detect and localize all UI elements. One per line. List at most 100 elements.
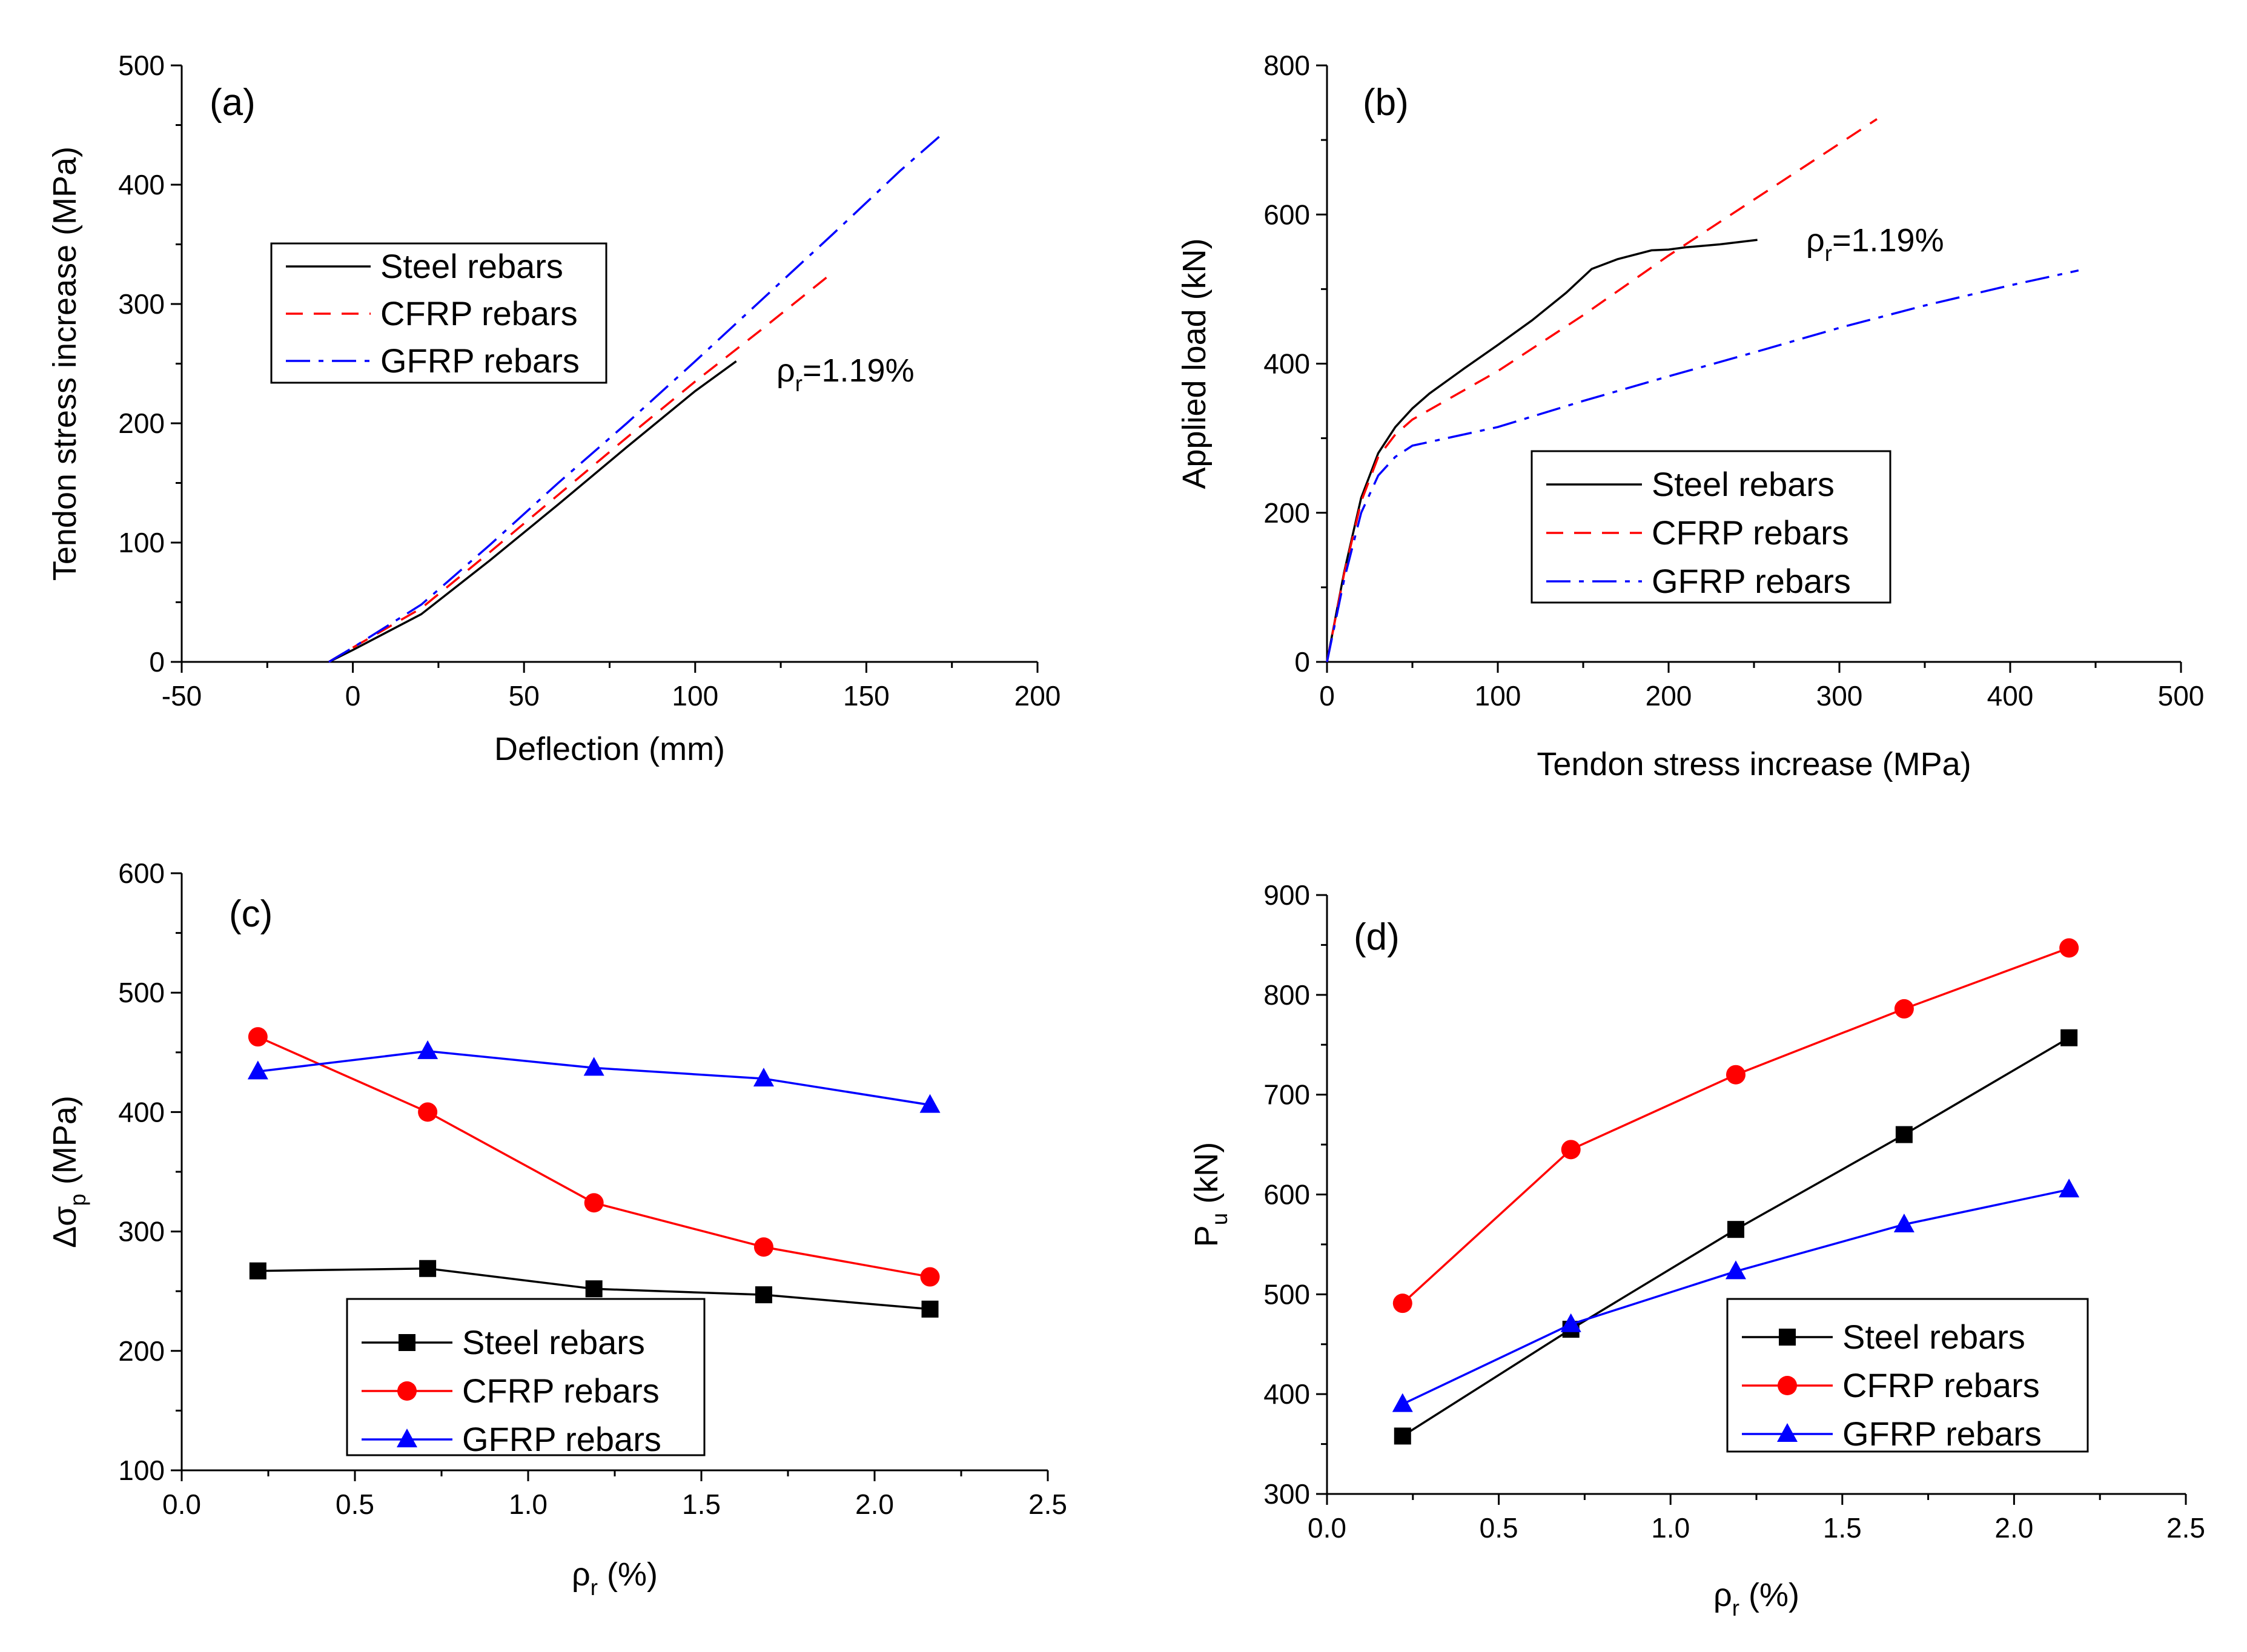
x-tick-label: 50 — [509, 680, 540, 712]
x-tick-label: 2.0 — [1994, 1512, 2033, 1544]
y-tick-label: 600 — [1263, 1179, 1310, 1211]
y-axis-label-sub: p — [65, 1194, 90, 1206]
y-tick-label: 0 — [1294, 646, 1310, 678]
rho-annotation: ρr=1.19% — [776, 352, 915, 396]
y-axis-label-sub: u — [1207, 1213, 1232, 1225]
legend-entry: GFRP rebars — [380, 342, 580, 380]
panel-c: 0.0 0.5 1.0 1.5 2.0 2.5 100 200 300 400 500 600 ρr (… — [47, 857, 1067, 1600]
legend-entry: Steel rebars — [380, 247, 563, 285]
rho-annotation: ρr=1.19% — [1806, 222, 1944, 266]
x-tick-label: 1.5 — [1823, 1512, 1862, 1544]
y-tick-label: 500 — [1263, 1278, 1310, 1310]
y-axis-label: Pu (kN) — [1188, 1142, 1232, 1247]
y-tick-label: 800 — [1263, 979, 1310, 1011]
series-cfrp-point — [1726, 1065, 1746, 1085]
panel-d: 0.0 0.5 1.0 1.5 2.0 2.5 300 400 500 600 700 800 900 ρ… — [1188, 879, 2205, 1621]
x-tick-label: 0.0 — [1308, 1512, 1346, 1544]
series-gfrp-point — [583, 1057, 604, 1076]
rho-annotation-rest: =1.19% — [1832, 222, 1944, 259]
legend-entry: Steel rebars — [462, 1323, 645, 1361]
rho-annotation-base: ρ — [1806, 222, 1825, 259]
y-tick-label: 900 — [1263, 879, 1310, 911]
x-axis-label: ρr (%) — [572, 1556, 658, 1600]
series-steel-point — [585, 1280, 603, 1298]
y-tick-label: 500 — [118, 50, 165, 81]
y-tick-label: 400 — [118, 1096, 165, 1128]
x-tick-label: -50 — [162, 680, 202, 712]
legend-entry: Steel rebars — [1842, 1318, 2025, 1356]
series-cfrp-line — [1401, 947, 2070, 1304]
series-steel-point — [419, 1260, 437, 1277]
y-tick-label: 200 — [118, 408, 165, 439]
legend-entry: CFRP rebars — [1652, 514, 1849, 552]
series-cfrp-point — [418, 1102, 438, 1122]
x-tick-label: 0.5 — [1480, 1512, 1518, 1544]
series-cfrp-point — [753, 1237, 773, 1257]
series-steel-point — [1727, 1221, 1744, 1238]
legend-entry: CFRP rebars — [380, 294, 578, 332]
legend-marker — [397, 1429, 417, 1447]
series-cfrp-point — [248, 1027, 268, 1047]
legend-entry: GFRP rebars — [1652, 562, 1851, 600]
series-steel-line — [328, 360, 737, 663]
series-gfrp-point — [1392, 1393, 1413, 1412]
x-tick-label: 0.0 — [162, 1488, 201, 1520]
x-tick-label: 100 — [672, 680, 718, 712]
x-tick-label: 1.5 — [682, 1488, 721, 1520]
y-tick-label: 100 — [118, 1455, 165, 1486]
legend-marker — [397, 1381, 417, 1401]
legend-entry: CFRP rebars — [462, 1372, 660, 1410]
legend-entry: GFRP rebars — [462, 1420, 661, 1458]
y-tick-label: 500 — [118, 977, 165, 1008]
y-tick-label: 100 — [118, 527, 165, 558]
x-tick-label: 500 — [2158, 680, 2205, 712]
legend-marker — [399, 1334, 415, 1351]
rho-annotation-rest: =1.19% — [802, 352, 915, 389]
x-tick-label: 0 — [345, 680, 361, 712]
legend-entry: Steel rebars — [1652, 465, 1835, 503]
x-tick-label: 0 — [1319, 680, 1335, 712]
x-axis-label-rest: (%) — [598, 1556, 658, 1593]
panel-label: (b) — [1363, 82, 1409, 124]
series-steel-point — [921, 1300, 939, 1318]
x-axis-label-base: ρ — [572, 1556, 591, 1593]
series-cfrp-point — [584, 1193, 604, 1213]
panel-label: (a) — [210, 82, 256, 124]
y-tick-label: 700 — [1263, 1079, 1310, 1111]
x-tick-label: 100 — [1475, 680, 1521, 712]
series-cfrp-point — [1561, 1140, 1581, 1160]
y-tick-label: 200 — [1263, 497, 1310, 529]
y-tick-label: 600 — [1263, 199, 1310, 230]
y-tick-label: 0 — [149, 646, 165, 678]
rho-annotation-sub: r — [1825, 241, 1832, 266]
x-tick-label: 2.5 — [2166, 1512, 2205, 1544]
y-axis-label-rest: (kN) — [1188, 1142, 1225, 1213]
y-tick-label: 300 — [118, 288, 165, 320]
x-axis-label-base: ρ — [1713, 1577, 1732, 1613]
rho-annotation-sub: r — [795, 371, 802, 396]
x-tick-label: 2.0 — [855, 1488, 894, 1520]
legend-entry: GFRP rebars — [1842, 1415, 2042, 1453]
series-cfrp-point — [1894, 999, 1914, 1019]
series-gfrp-point — [1725, 1260, 1746, 1280]
legend-box — [346, 1298, 706, 1456]
legend-box — [1531, 450, 1891, 604]
y-tick-label: 800 — [1263, 50, 1310, 81]
x-tick-label: 150 — [843, 680, 890, 712]
y-axis-label-base: Δσ — [47, 1206, 83, 1248]
x-tick-label: 1.0 — [1651, 1512, 1690, 1544]
y-tick-label: 400 — [118, 169, 165, 200]
series-steel-point — [249, 1262, 266, 1280]
y-tick-label: 300 — [118, 1216, 165, 1247]
x-axis-label: Tendon stress increase (MPa) — [1537, 746, 1971, 782]
panel-b: 0 100 200 300 400 500 0 200 400 600 800 Tendon stre… — [1176, 50, 2204, 782]
legend-entry: CFRP rebars — [1842, 1366, 2040, 1404]
series-steel-line — [1326, 239, 1758, 662]
legend-marker — [1777, 1423, 1798, 1442]
legend-marker — [1779, 1329, 1796, 1346]
y-tick-label: 300 — [1263, 1478, 1310, 1510]
legend-box — [1726, 1298, 2089, 1453]
x-axis-label-sub: r — [1732, 1596, 1739, 1621]
series-gfrp-point — [1560, 1313, 1581, 1332]
